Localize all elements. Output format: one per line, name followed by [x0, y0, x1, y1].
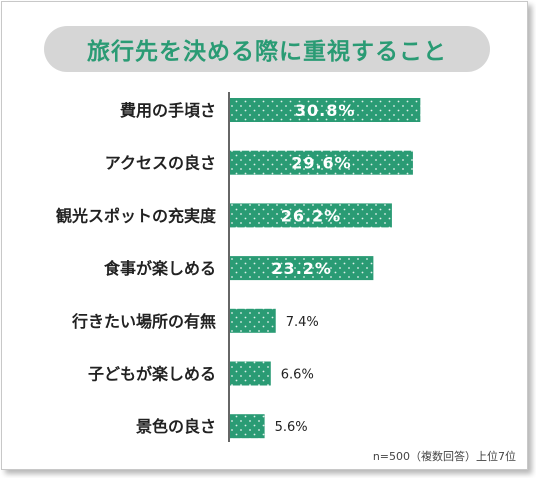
- data-label: 5.6%: [275, 420, 308, 435]
- chart-title: 旅行先を決める際に重視すること: [44, 26, 490, 72]
- category-label: アクセスの良さ: [105, 154, 216, 173]
- bar: [230, 203, 392, 228]
- bar: [230, 308, 276, 333]
- bar: [230, 361, 271, 386]
- category-label: 子どもが楽しめる: [88, 365, 216, 384]
- data-label: 23.2%: [271, 259, 332, 278]
- category-label: 景色の良さ: [136, 417, 216, 436]
- bar: [230, 150, 413, 175]
- data-label: 29.6%: [291, 154, 352, 173]
- category-label: 費用の手頃さ: [120, 101, 216, 120]
- bar: [230, 414, 265, 439]
- bar: [230, 98, 421, 122]
- data-label: 6.6%: [281, 368, 314, 383]
- category-label: 観光スポットの充実度: [56, 206, 217, 225]
- category-label: 行きたい場所の有無: [71, 312, 216, 331]
- chart-frame: [1, 1, 528, 470]
- data-label: 26.2%: [281, 206, 342, 225]
- sample-note: n=500（複数回答）上位7位: [372, 450, 516, 463]
- data-label: 7.4%: [286, 315, 319, 330]
- data-label: 30.8%: [295, 101, 356, 120]
- category-label: 食事が楽しめる: [103, 259, 216, 278]
- bar: [230, 256, 374, 281]
